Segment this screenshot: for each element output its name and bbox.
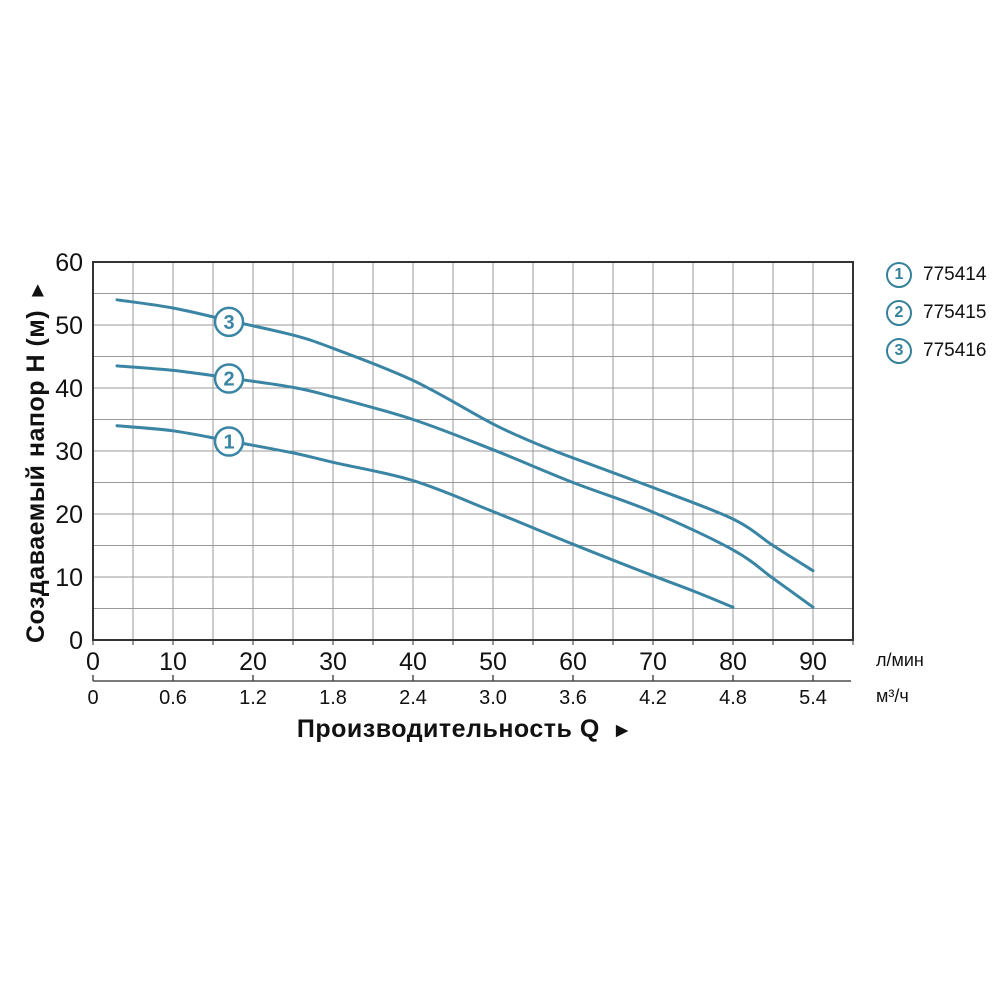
x-axis-title-text: Производительность Q <box>296 715 600 743</box>
secondary-tick-label: 3.0 <box>479 687 507 709</box>
x-axis-unit-m3h: м³/ч <box>876 686 909 706</box>
x-tick-label: 60 <box>559 648 587 676</box>
x-tick-label: 40 <box>399 648 427 676</box>
secondary-tick-label: 0 <box>87 687 98 709</box>
legend-marker-1: 1 <box>886 262 912 288</box>
y-axis-title: Создаваемый напор H (м) ▲ <box>22 278 51 643</box>
y-tick-label: 60 <box>55 249 83 277</box>
legend-label-3: 775416 <box>923 340 987 361</box>
x-axis-unit-lmin: л/мин <box>876 650 924 670</box>
y-tick-label: 10 <box>55 564 83 592</box>
secondary-tick-label: 2.4 <box>399 687 427 709</box>
x-tick-label: 50 <box>479 648 507 676</box>
secondary-tick-label: 1.8 <box>319 687 347 709</box>
plot-border <box>92 261 854 641</box>
secondary-tick-label: 4.8 <box>719 687 747 709</box>
x-tick-label: 90 <box>799 648 827 676</box>
x-tick-label: 10 <box>159 648 187 676</box>
curve-marker-2 <box>213 363 245 394</box>
legend-item-2: 2 775415 <box>886 300 986 326</box>
legend: 1 775414 2 775415 3 775416 <box>886 262 986 376</box>
curve-marker-1 <box>213 426 245 457</box>
secondary-tick-label: 4.2 <box>639 687 667 709</box>
secondary-tick-label: 1.2 <box>239 687 267 709</box>
y-tick-label: 20 <box>55 501 83 529</box>
y-axis-arrow-icon: ▲ <box>27 278 49 302</box>
y-tick-label: 0 <box>69 627 83 655</box>
x-tick-label: 0 <box>86 648 100 676</box>
legend-label-2: 775415 <box>923 302 987 323</box>
secondary-tick-label: 0.6 <box>159 687 187 709</box>
curve-775415 <box>115 364 815 609</box>
x-tick-label: 70 <box>639 648 667 676</box>
y-tick-label: 40 <box>55 375 83 403</box>
curve-marker-label-1: 1 <box>223 432 234 454</box>
curve-marker-label-2: 2 <box>223 369 234 391</box>
legend-marker-2: 2 <box>886 300 912 326</box>
legend-label-1: 775414 <box>923 264 987 285</box>
legend-item-1: 1 775414 <box>886 262 986 288</box>
x-tick-label: 30 <box>319 648 347 676</box>
curve-marker-3 <box>213 306 245 338</box>
legend-item-3: 3 775416 <box>886 338 986 364</box>
curve-775414 <box>115 424 735 609</box>
y-tick-label: 50 <box>55 312 83 340</box>
x-tick-label: 80 <box>719 648 747 676</box>
x-tick-label: 20 <box>239 648 267 676</box>
secondary-tick-label: 3.6 <box>559 687 587 709</box>
y-axis-title-text: Создаваемый напор H (м) <box>22 309 50 643</box>
x-axis-title: Производительность Q ► <box>85 715 845 744</box>
y-tick-label: 30 <box>55 438 83 466</box>
legend-marker-3: 3 <box>886 338 912 364</box>
x-axis-arrow-icon: ► <box>611 719 634 742</box>
secondary-tick-label: 5.4 <box>799 687 827 709</box>
curve-marker-label-3: 3 <box>223 312 234 334</box>
